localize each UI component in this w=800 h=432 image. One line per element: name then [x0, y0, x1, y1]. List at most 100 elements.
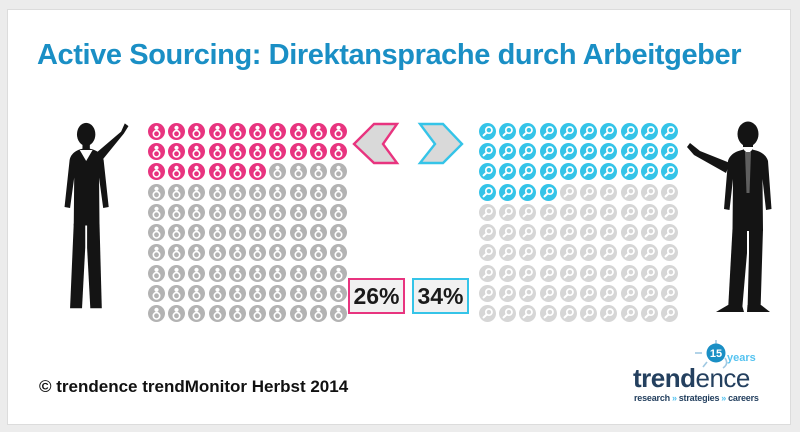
empty-magnifier-icon	[558, 243, 578, 263]
empty-magnifier-icon	[660, 263, 680, 283]
empty-magnifier-icon	[599, 304, 619, 324]
empty-magnifier-icon	[639, 222, 659, 242]
empty-person-icon	[227, 283, 247, 303]
empty-person-icon	[268, 283, 288, 303]
filled-person-icon	[247, 121, 267, 141]
empty-magnifier-icon	[599, 263, 619, 283]
businesswoman-silhouette	[64, 122, 129, 309]
filled-magnifier-icon	[518, 162, 538, 182]
businessman-silhouette	[687, 121, 772, 312]
empty-person-icon	[247, 304, 267, 324]
empty-person-icon	[308, 202, 328, 222]
empty-magnifier-icon	[477, 263, 497, 283]
empty-magnifier-icon	[639, 182, 659, 202]
filled-magnifier-icon	[518, 182, 538, 202]
empty-magnifier-icon	[518, 304, 538, 324]
filled-person-icon	[329, 141, 349, 161]
filled-magnifier-icon	[558, 141, 578, 161]
filled-person-icon	[166, 141, 186, 161]
empty-person-icon	[308, 222, 328, 242]
empty-magnifier-icon	[477, 304, 497, 324]
empty-magnifier-icon	[477, 283, 497, 303]
left-chevron-icon	[352, 122, 400, 165]
empty-person-icon	[207, 263, 227, 283]
filled-magnifier-icon	[619, 121, 639, 141]
empty-magnifier-icon	[578, 182, 598, 202]
empty-person-icon	[187, 202, 207, 222]
empty-person-icon	[187, 263, 207, 283]
tagline-separator: »	[721, 393, 727, 403]
empty-person-icon	[207, 283, 227, 303]
empty-person-icon	[268, 202, 288, 222]
slide-background: Active Sourcing: Direktansprache durch A…	[7, 9, 791, 425]
filled-magnifier-icon	[619, 162, 639, 182]
empty-person-icon	[268, 243, 288, 263]
empty-magnifier-icon	[538, 202, 558, 222]
empty-person-icon	[146, 182, 166, 202]
empty-person-icon	[146, 243, 166, 263]
filled-person-icon	[227, 162, 247, 182]
filled-magnifier-icon	[558, 162, 578, 182]
empty-magnifier-icon	[578, 243, 598, 263]
filled-person-icon	[288, 141, 308, 161]
brand-light-part: ence	[695, 363, 751, 393]
empty-person-icon	[308, 243, 328, 263]
filled-magnifier-icon	[538, 141, 558, 161]
empty-person-icon	[227, 263, 247, 283]
filled-magnifier-icon	[599, 162, 619, 182]
empty-magnifier-icon	[518, 263, 538, 283]
empty-magnifier-icon	[619, 222, 639, 242]
empty-magnifier-icon	[619, 263, 639, 283]
empty-person-icon	[329, 263, 349, 283]
filled-magnifier-icon	[477, 162, 497, 182]
empty-person-icon	[308, 263, 328, 283]
empty-magnifier-icon	[660, 304, 680, 324]
empty-person-icon	[288, 162, 308, 182]
empty-magnifier-icon	[497, 243, 517, 263]
empty-magnifier-icon	[558, 222, 578, 242]
empty-magnifier-icon	[497, 304, 517, 324]
empty-magnifier-icon	[660, 222, 680, 242]
empty-person-icon	[207, 202, 227, 222]
empty-magnifier-icon	[538, 304, 558, 324]
empty-person-icon	[247, 243, 267, 263]
empty-person-icon	[288, 243, 308, 263]
filled-magnifier-icon	[639, 121, 659, 141]
empty-magnifier-icon	[518, 222, 538, 242]
filled-person-icon	[329, 121, 349, 141]
filled-person-icon	[308, 121, 328, 141]
empty-person-icon	[268, 162, 288, 182]
empty-person-icon	[288, 222, 308, 242]
filled-magnifier-icon	[639, 141, 659, 161]
empty-person-icon	[187, 283, 207, 303]
empty-magnifier-icon	[477, 202, 497, 222]
empty-person-icon	[329, 182, 349, 202]
empty-magnifier-icon	[558, 304, 578, 324]
filled-person-icon	[187, 121, 207, 141]
filled-person-icon	[187, 141, 207, 161]
empty-person-icon	[187, 304, 207, 324]
empty-person-icon	[166, 304, 186, 324]
shirt-detail	[79, 150, 93, 162]
empty-magnifier-icon	[497, 202, 517, 222]
empty-magnifier-icon	[578, 222, 598, 242]
filled-person-icon	[308, 141, 328, 161]
empty-magnifier-icon	[639, 202, 659, 222]
empty-person-icon	[227, 182, 247, 202]
badge-caption: years	[727, 352, 756, 364]
empty-magnifier-icon	[538, 222, 558, 242]
filled-person-icon	[247, 162, 267, 182]
filled-magnifier-icon	[660, 162, 680, 182]
empty-magnifier-icon	[619, 182, 639, 202]
empty-person-icon	[166, 283, 186, 303]
empty-magnifier-icon	[578, 202, 598, 222]
empty-magnifier-icon	[518, 283, 538, 303]
empty-magnifier-icon	[558, 283, 578, 303]
pictogram-grid-right	[477, 121, 680, 324]
empty-magnifier-icon	[497, 283, 517, 303]
empty-magnifier-icon	[599, 222, 619, 242]
tagline-word: careers	[728, 393, 759, 403]
filled-magnifier-icon	[660, 121, 680, 141]
filled-magnifier-icon	[619, 141, 639, 161]
empty-person-icon	[166, 222, 186, 242]
